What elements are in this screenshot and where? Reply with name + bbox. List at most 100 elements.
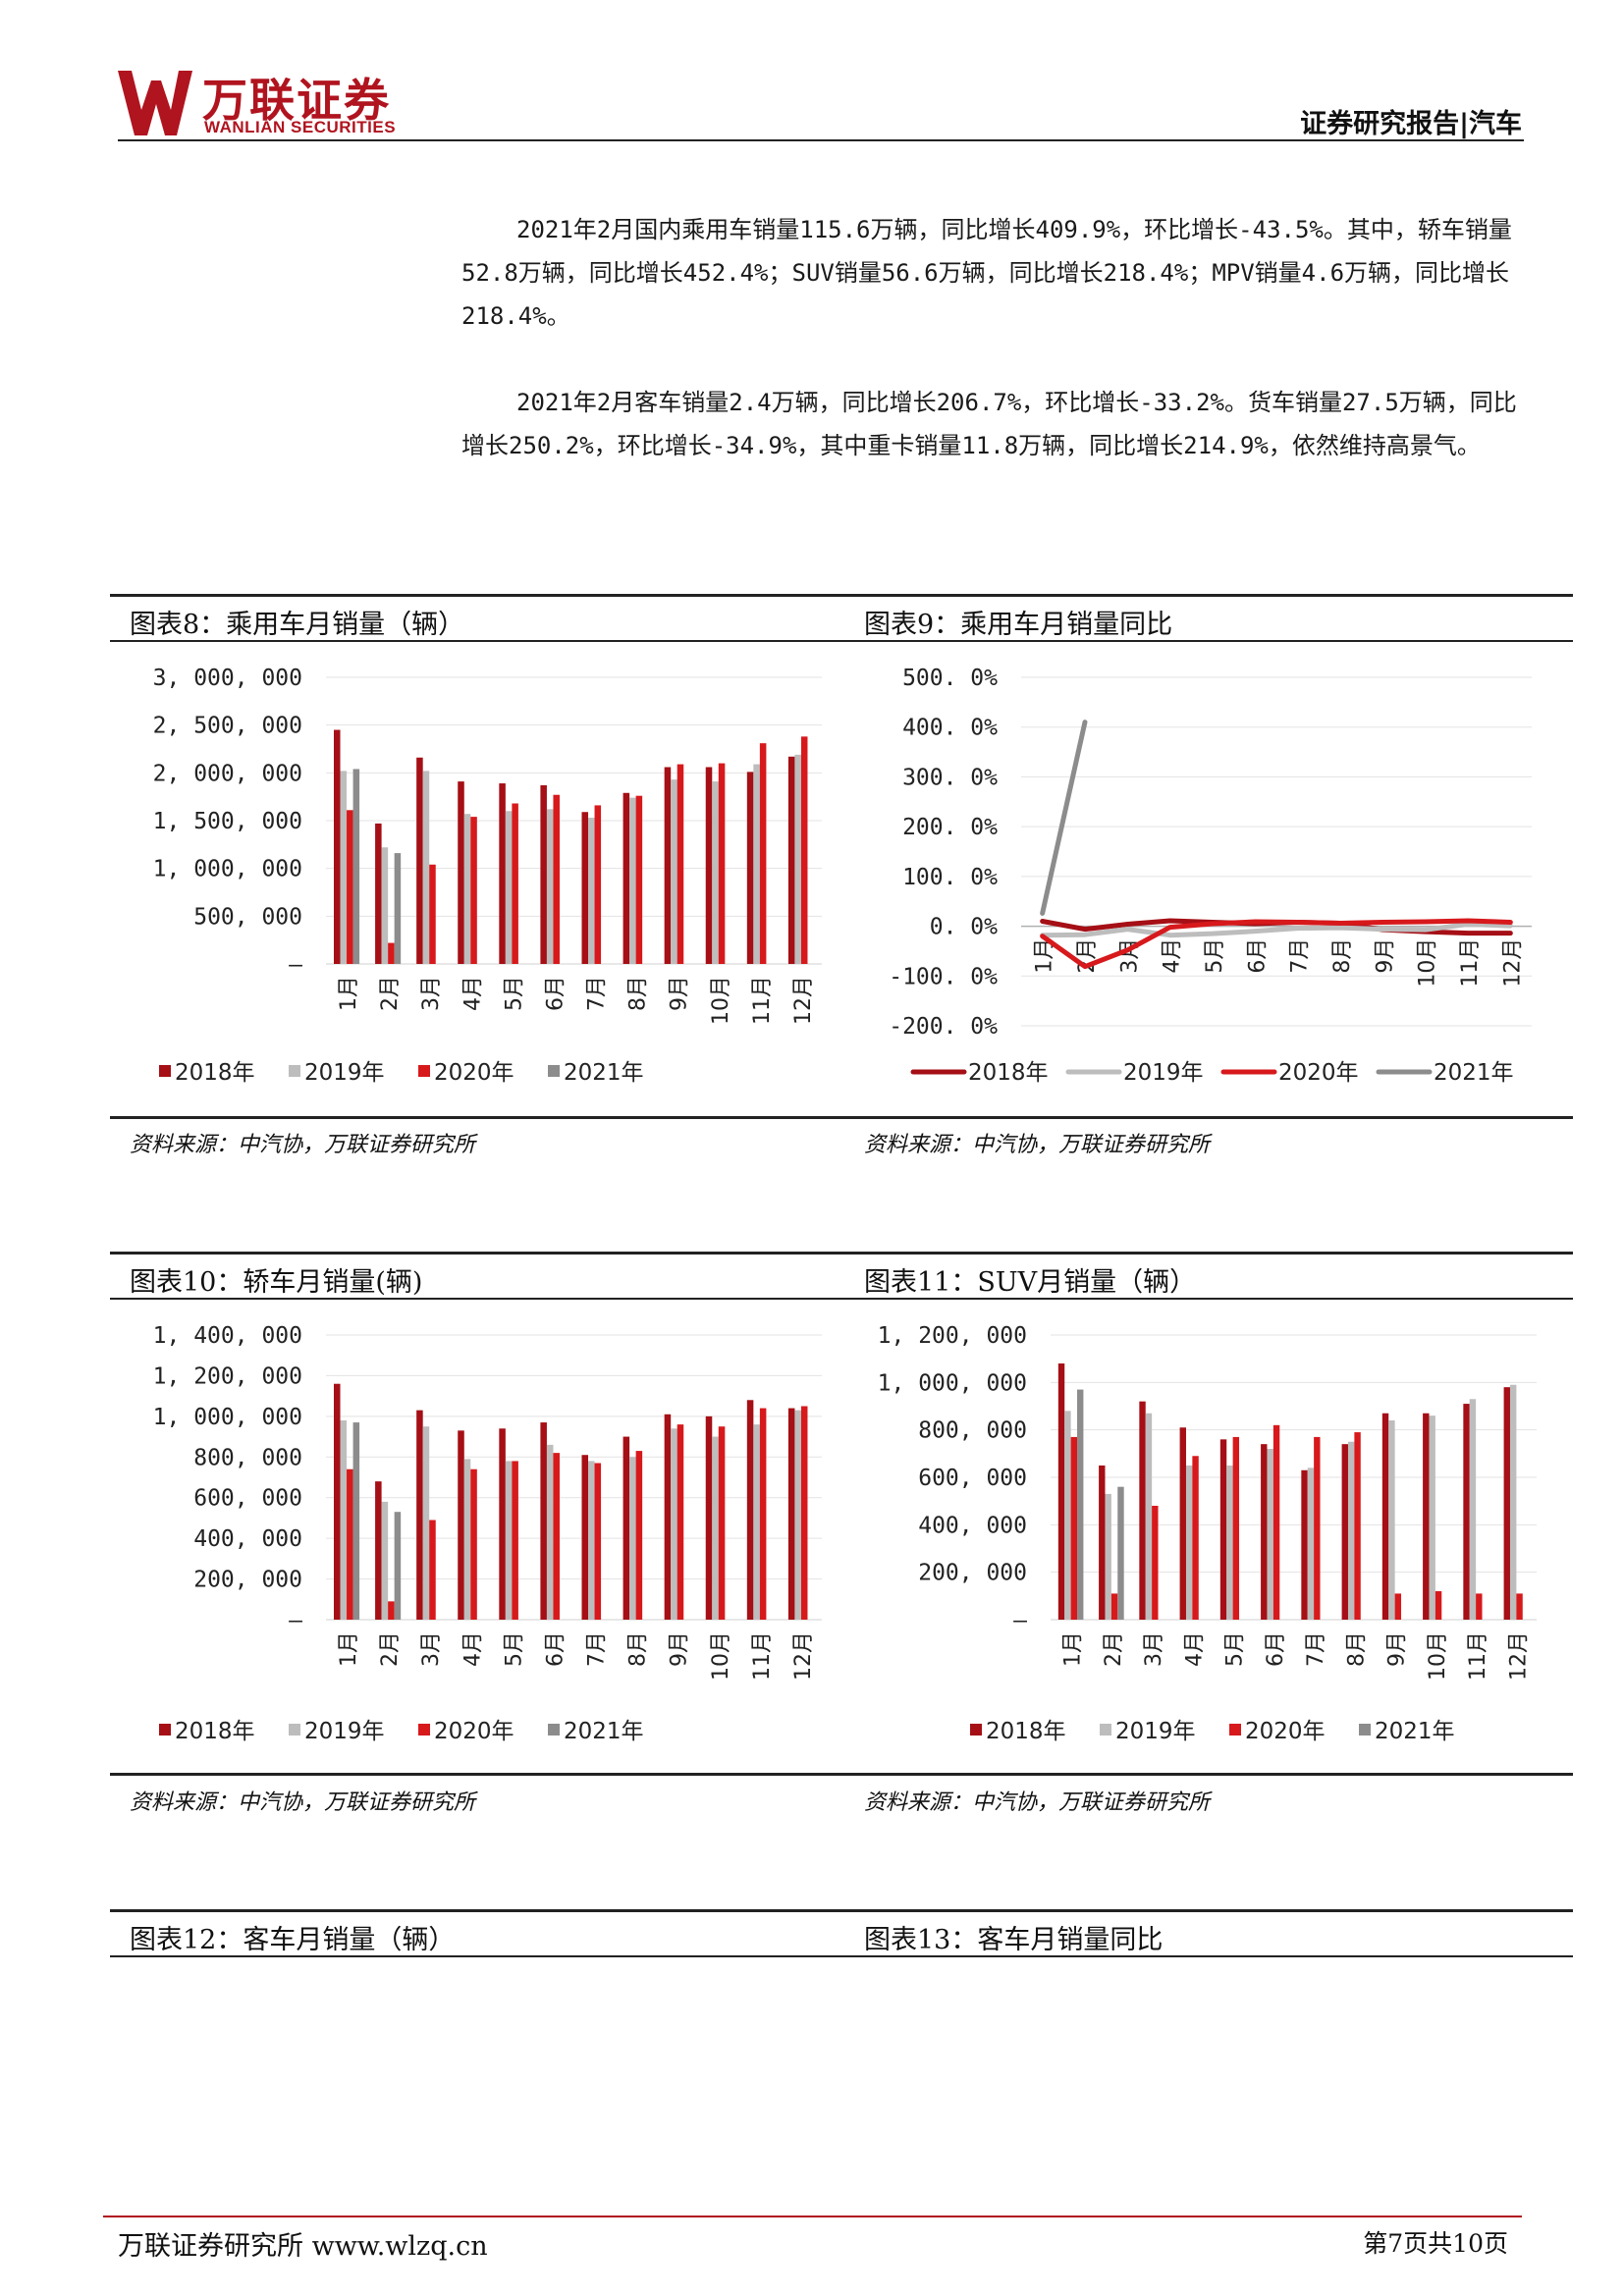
bar [388,1601,395,1620]
bar [546,1444,554,1620]
bar [505,1461,513,1620]
bar [1192,1456,1199,1620]
y-tick-label: – [289,952,302,978]
x-tick-label: 7月 [1304,1631,1328,1667]
legend-swatch [159,1724,171,1735]
bar [1232,1436,1240,1620]
x-tick-label: 3月 [419,1631,444,1667]
bar [470,817,477,964]
x-tick-label: 12月 [1506,1631,1531,1681]
bar [340,1420,348,1620]
y-tick-label: 1, 200, 000 [878,1323,1027,1349]
bar [1381,1413,1389,1620]
y-tick-label: 1, 200, 000 [153,1363,302,1389]
y-tick-label: 0. 0% [930,915,998,940]
bar [718,763,726,964]
y-tick-label: – [1013,1608,1027,1633]
figure-title-11: 图表11：SUV月销量（辆） [864,1267,1197,1298]
bar [512,1461,518,1620]
bar [623,1436,630,1620]
bar [1347,1441,1355,1620]
y-tick-label: 2, 000, 000 [153,761,302,786]
bar [1516,1593,1523,1620]
bar [416,757,423,964]
x-tick-label: 8月 [626,976,651,1011]
bar [429,1520,436,1620]
bar [712,1436,719,1620]
x-tick-label: 4月 [1161,938,1185,974]
bar [623,792,630,964]
bar [458,1430,464,1620]
y-tick-label: 800, 000 [193,1445,302,1470]
bar [333,729,341,964]
chart-passenger-car-sales: – 500, 000 1, 000, 000 1, 500, 000 2, 000, 0… [110,648,837,1109]
brand-name-cn: 万联证券 [202,74,391,127]
bar [1423,1413,1430,1620]
bar [629,797,636,964]
bar [553,1453,560,1620]
bar [1185,1465,1193,1620]
figure-title-13: 图表13：客车月销量同比 [864,1925,1164,1955]
x-tick-label: 8月 [1330,938,1355,974]
bar [1463,1404,1470,1620]
legend-label: 2018年 [175,1060,255,1086]
legend-label: 2021年 [564,1719,644,1744]
bar [553,794,560,964]
bar [499,1428,506,1620]
x-tick-label: 4月 [460,1631,485,1667]
bar [375,1481,382,1620]
y-tick-label: 400, 000 [918,1513,1027,1538]
paragraph-passenger-car: 2021年2月国内乘用车销量115.6万辆，同比增长409.9%，环比增长-43… [461,216,1512,330]
figure-bottom-rule [110,1116,1573,1119]
bar [1267,1449,1273,1620]
bar [746,1400,754,1620]
figure-title-8: 图表8：乘用车月销量（辆） [130,610,465,640]
bar [753,1424,760,1620]
legend-swatch [1359,1724,1371,1735]
bar [347,810,353,964]
page-header: 万联证券 WANLIAN SECURITIES 证券研究报告|汽车 [118,63,1522,145]
x-tick-label: 2月 [1102,1631,1126,1667]
bar [746,772,754,964]
legend-label: 2018年 [175,1719,255,1744]
bar [1064,1411,1071,1620]
x-tick-label: 12月 [791,1631,816,1681]
x-tick-label: 5月 [502,1631,526,1667]
y-tick-label: 500, 000 [193,904,302,930]
bar [375,823,382,964]
bar [333,1383,341,1620]
y-tick-label: 3, 000, 000 [153,666,302,691]
legend-label: 2019年 [1123,1060,1204,1086]
x-tick-label: 5月 [1223,1631,1248,1667]
bar [588,818,595,964]
bar [1070,1436,1078,1620]
chart-passenger-car-yoy: -200. 0% -100. 0% 0. 0% 100. 0% 200. 0% 300. … [844,648,1573,1109]
legend-label: 2021年 [1375,1719,1455,1744]
figure-source-10: 资料来源：中汽协，万联证券研究所 [130,1790,476,1815]
bar [629,1457,636,1620]
bar [340,771,348,964]
bar [1435,1591,1442,1620]
legend-label: 2021年 [564,1060,644,1086]
bar [1105,1493,1111,1620]
figure-title-rule [110,640,1573,642]
bar [671,1428,677,1620]
y-tick-label: 300. 0% [902,765,998,790]
footer-institute: 万联证券研究所 www.wlzq.cn [118,2231,488,2262]
bar [800,1406,808,1620]
bar [1314,1436,1321,1620]
x-tick-label: 7月 [585,1631,610,1667]
legend-swatch [1229,1724,1241,1735]
legend-label: 2018年 [986,1719,1066,1744]
y-tick-label: 1, 000, 000 [153,857,302,882]
bar [1301,1469,1308,1620]
figure-source-9: 资料来源：中汽协，万联证券研究所 [864,1133,1211,1157]
legend-label: 2019年 [1115,1719,1196,1744]
bar [664,1414,672,1620]
x-tick-label: 11月 [1458,938,1483,988]
y-tick-label: 200, 000 [918,1561,1027,1586]
x-tick-label: 12月 [1500,938,1525,988]
legend-swatch [418,1065,430,1077]
y-tick-label: 1, 000, 000 [878,1370,1027,1396]
x-tick-label: 9月 [1373,938,1397,974]
